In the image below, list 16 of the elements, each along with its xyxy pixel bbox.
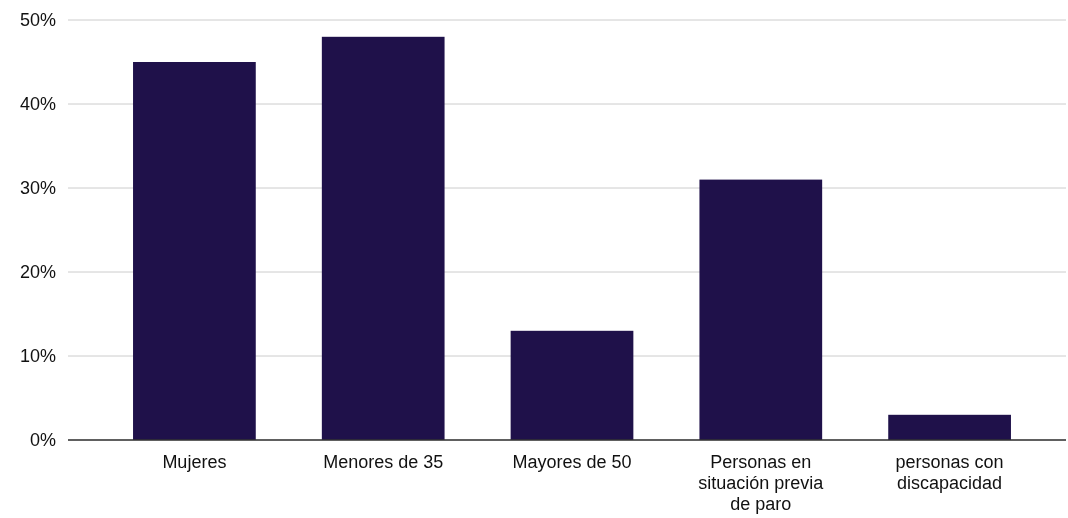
bar xyxy=(510,330,634,440)
x-tick-label: Personas en situación previa de paro xyxy=(698,452,825,514)
y-tick-label: 50% xyxy=(19,10,56,31)
x-tick-label: Menores de 35 xyxy=(323,452,444,472)
y-tick-label: 30% xyxy=(19,178,56,199)
x-tick-label: Mayores de 50 xyxy=(512,452,632,472)
x-tick-label: personas con discapacidad xyxy=(895,452,1004,493)
x-tick-label: Mujeres xyxy=(162,452,227,472)
y-tick-label: 0% xyxy=(29,430,56,451)
y-tick-label: 40% xyxy=(19,94,56,115)
bar xyxy=(321,36,445,440)
bar xyxy=(888,414,1011,440)
bar xyxy=(133,62,256,440)
y-tick-label: 10% xyxy=(19,346,56,367)
y-tick-label: 20% xyxy=(19,262,56,283)
bar xyxy=(699,179,823,440)
